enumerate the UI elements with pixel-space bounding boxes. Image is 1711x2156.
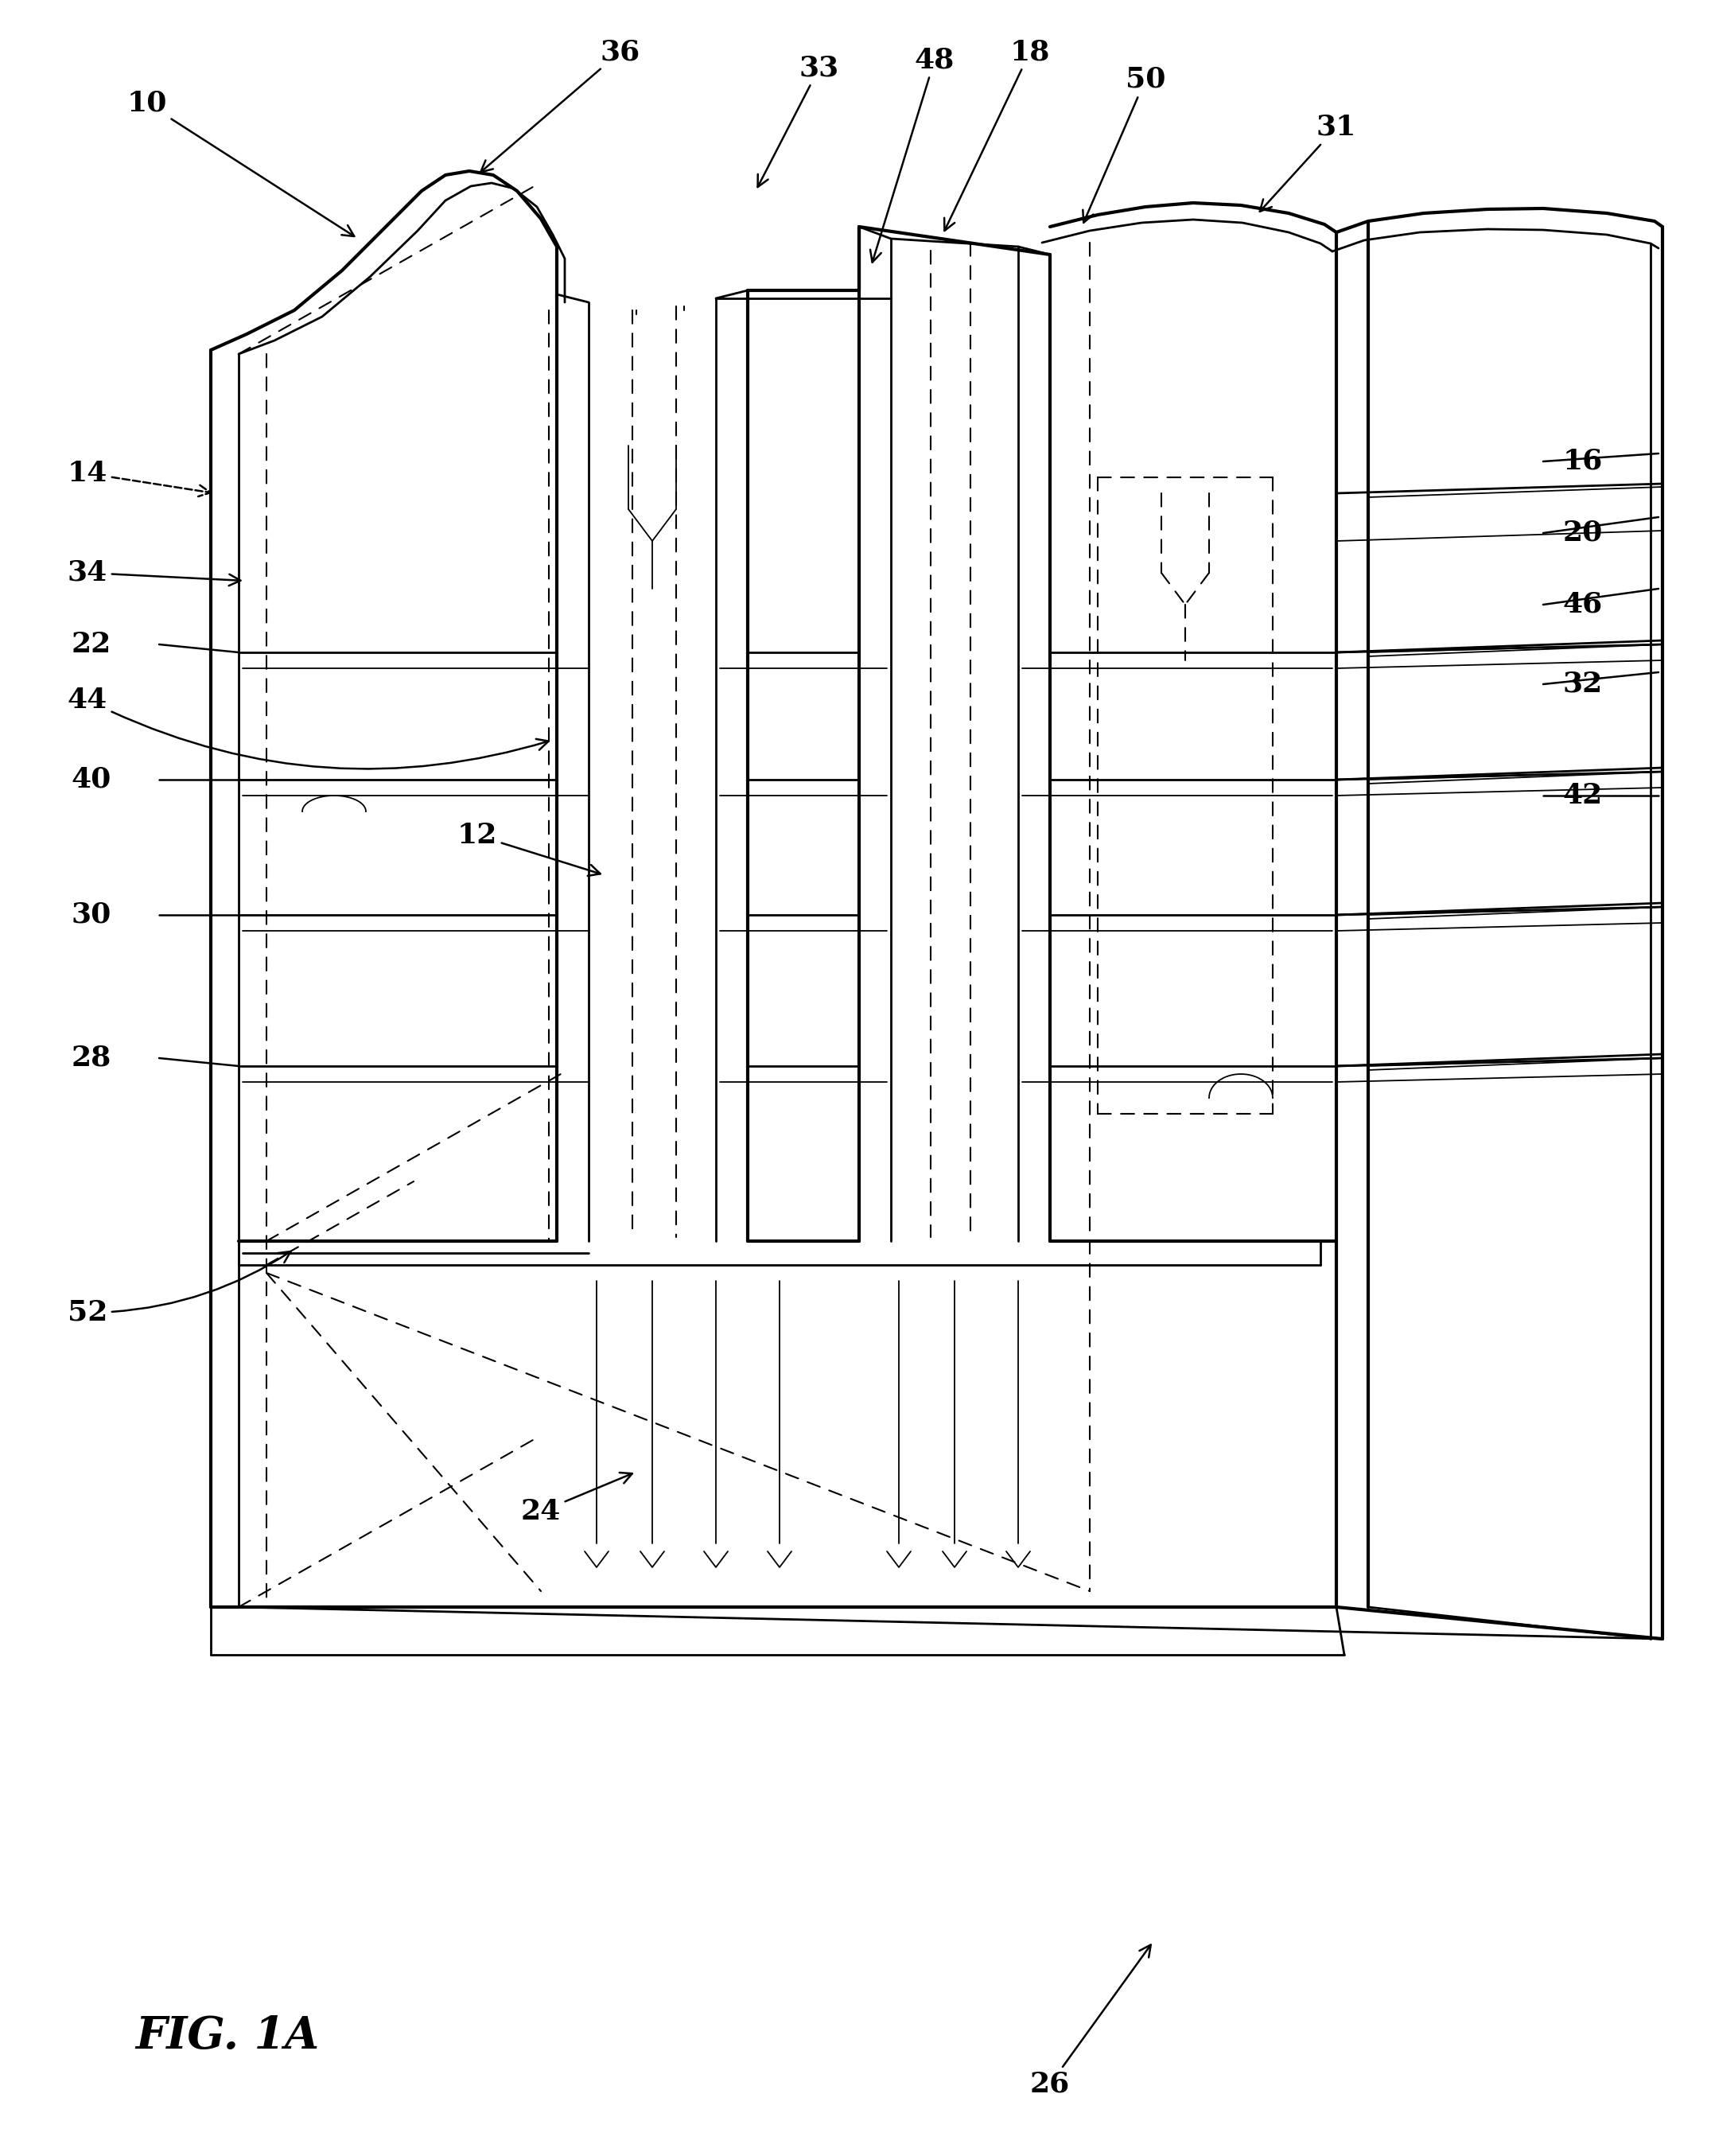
Text: 33: 33: [758, 54, 840, 188]
Text: 44: 44: [67, 686, 549, 770]
Text: 10: 10: [127, 91, 354, 237]
Text: 18: 18: [944, 39, 1051, 231]
Text: 31: 31: [1259, 114, 1357, 211]
Text: 36: 36: [481, 39, 640, 172]
Text: 30: 30: [72, 901, 111, 929]
Text: 46: 46: [1562, 591, 1603, 619]
Text: 50: 50: [1083, 67, 1165, 222]
Text: 20: 20: [1562, 520, 1603, 548]
Text: 42: 42: [1562, 783, 1603, 808]
Text: 14: 14: [67, 459, 210, 496]
Text: 12: 12: [457, 821, 601, 875]
Text: 48: 48: [871, 45, 955, 263]
Text: 28: 28: [72, 1046, 111, 1072]
Text: 32: 32: [1562, 671, 1603, 699]
Text: 26: 26: [1030, 1945, 1152, 2098]
Text: 34: 34: [67, 558, 241, 586]
Text: 24: 24: [520, 1473, 633, 1524]
Text: 16: 16: [1562, 448, 1603, 474]
Text: 40: 40: [72, 765, 111, 793]
Text: FIG. 1A: FIG. 1A: [135, 2016, 318, 2059]
Text: 22: 22: [72, 632, 111, 658]
Text: 52: 52: [67, 1250, 291, 1326]
